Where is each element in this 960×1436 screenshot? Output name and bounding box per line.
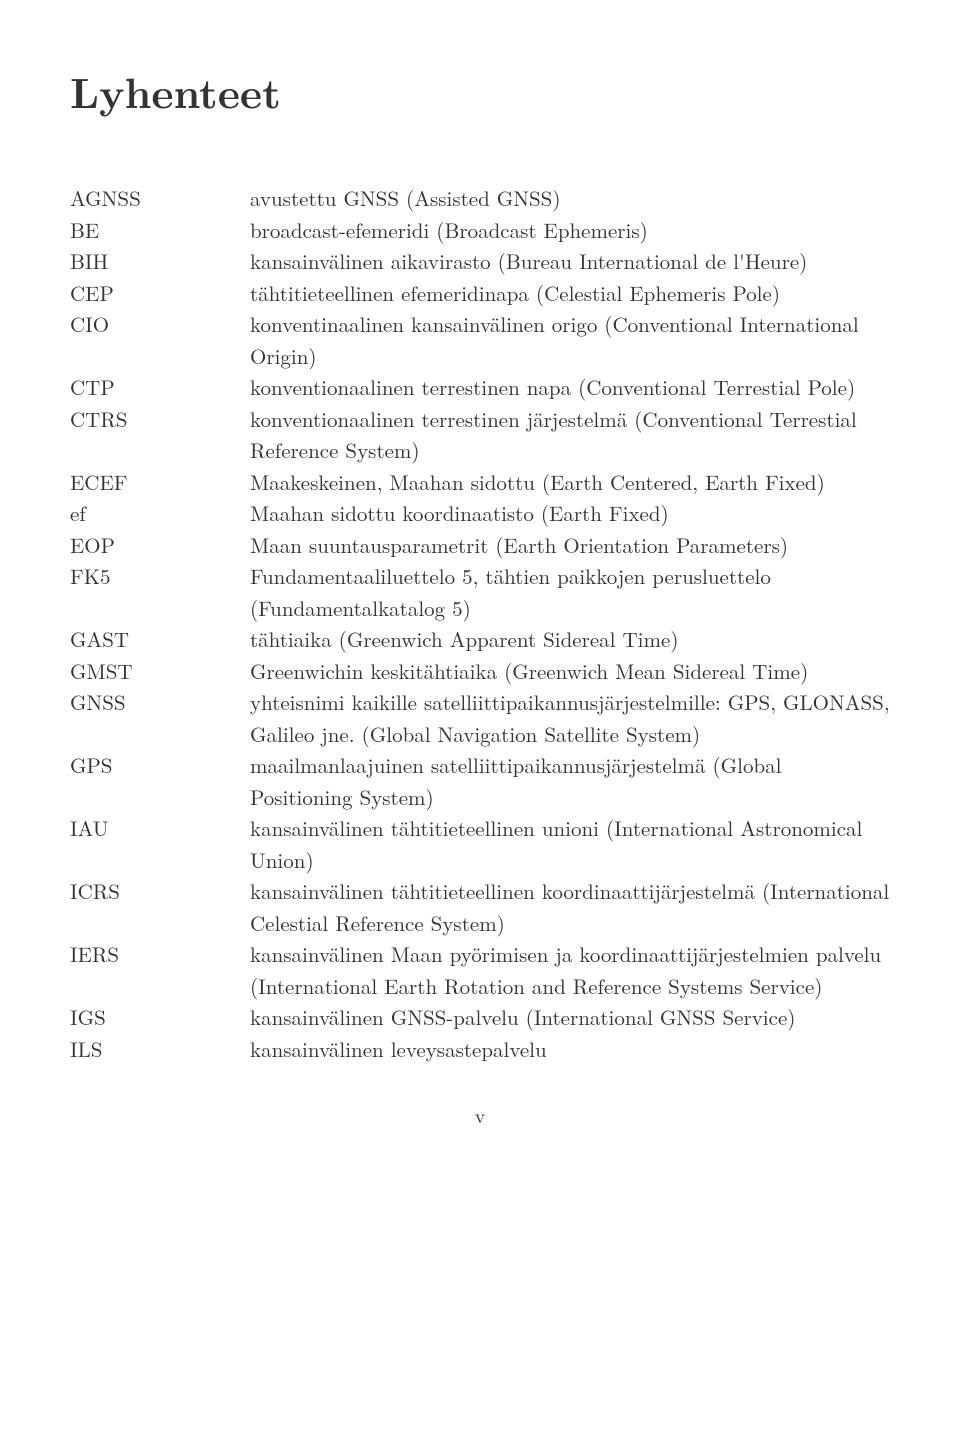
abbreviation-definition: konventionaalinen terrestinen järjestelm… [250, 404, 890, 467]
abbreviation-definition: tähtiaika (Greenwich Apparent Sidereal T… [250, 624, 890, 656]
abbreviation-term: BIH [70, 246, 250, 278]
page-number: v [70, 1100, 890, 1130]
abbreviation-definition: kansainvälinen tähtitieteellinen unioni … [250, 813, 890, 876]
page-title: Lyhenteet [70, 60, 890, 123]
abbreviation-entry: IAUkansainvälinen tähtitieteellinen unio… [70, 813, 890, 876]
abbreviation-definition: Maan suuntausparametrit (Earth Orientati… [250, 530, 890, 562]
abbreviation-definition: Maakeskeinen, Maahan sidottu (Earth Cent… [250, 467, 890, 499]
abbreviation-list: AGNSSavustettu GNSS (Assisted GNSS)BEbro… [70, 183, 890, 1065]
abbreviation-entry: EOPMaan suuntausparametrit (Earth Orient… [70, 530, 890, 562]
abbreviation-term: ECEF [70, 467, 250, 499]
abbreviation-definition: Maahan sidottu koordinaatisto (Earth Fix… [250, 498, 890, 530]
abbreviation-term: CTP [70, 372, 250, 404]
abbreviation-term: ICRS [70, 876, 250, 908]
abbreviation-definition: kansainvälinen GNSS-palvelu (Internation… [250, 1002, 890, 1034]
abbreviation-term: GMST [70, 656, 250, 688]
abbreviation-term: AGNSS [70, 183, 250, 215]
abbreviation-definition: konventinaalinen kansainvälinen origo (C… [250, 309, 890, 372]
abbreviation-definition: kansainvälinen Maan pyörimisen ja koordi… [250, 939, 890, 1002]
abbreviation-term: ILS [70, 1034, 250, 1066]
abbreviation-entry: GPSmaailmanlaajuinen satelliittipaikannu… [70, 750, 890, 813]
abbreviation-entry: AGNSSavustettu GNSS (Assisted GNSS) [70, 183, 890, 215]
abbreviation-term: GNSS [70, 687, 250, 719]
abbreviation-entry: CTPkonventionaalinen terrestinen napa (C… [70, 372, 890, 404]
abbreviation-entry: efMaahan sidottu koordinaatisto (Earth F… [70, 498, 890, 530]
abbreviation-definition: maailmanlaajuinen satelliittipaikannusjä… [250, 750, 890, 813]
abbreviation-entry: CEPtähtitieteellinen efemeridinapa (Cele… [70, 278, 890, 310]
abbreviation-term: ef [70, 498, 250, 530]
abbreviation-entry: FK5Fundamentaaliluettelo 5, tähtien paik… [70, 561, 890, 624]
abbreviation-definition: kansainvälinen leveysastepalvelu [250, 1034, 890, 1066]
abbreviation-entry: ICRSkansainvälinen tähtitieteellinen koo… [70, 876, 890, 939]
abbreviation-definition: Greenwichin keskitähtiaika (Greenwich Me… [250, 656, 890, 688]
abbreviation-term: IAU [70, 813, 250, 845]
abbreviation-definition: avustettu GNSS (Assisted GNSS) [250, 183, 890, 215]
abbreviation-term: CIO [70, 309, 250, 341]
abbreviation-entry: ECEFMaakeskeinen, Maahan sidottu (Earth … [70, 467, 890, 499]
abbreviation-term: GAST [70, 624, 250, 656]
abbreviation-definition: tähtitieteellinen efemeridinapa (Celesti… [250, 278, 890, 310]
abbreviation-entry: ILSkansainvälinen leveysastepalvelu [70, 1034, 890, 1066]
abbreviation-definition: yhteisnimi kaikille satelliittipaikannus… [250, 687, 890, 750]
abbreviation-term: IGS [70, 1002, 250, 1034]
abbreviation-entry: BIHkansainvälinen aikavirasto (Bureau In… [70, 246, 890, 278]
abbreviation-definition: broadcast-efemeridi (Broadcast Ephemeris… [250, 215, 890, 247]
abbreviation-term: BE [70, 215, 250, 247]
abbreviation-definition: Fundamentaaliluettelo 5, tähtien paikkoj… [250, 561, 890, 624]
abbreviation-entry: GMSTGreenwichin keskitähtiaika (Greenwic… [70, 656, 890, 688]
abbreviation-term: CEP [70, 278, 250, 310]
abbreviation-entry: CTRSkonventionaalinen terrestinen järjes… [70, 404, 890, 467]
abbreviation-term: EOP [70, 530, 250, 562]
abbreviation-definition: kansainvälinen aikavirasto (Bureau Inter… [250, 246, 890, 278]
abbreviation-term: IERS [70, 939, 250, 971]
abbreviation-entry: GASTtähtiaika (Greenwich Apparent Sidere… [70, 624, 890, 656]
abbreviation-entry: CIOkonventinaalinen kansainvälinen origo… [70, 309, 890, 372]
abbreviation-entry: BEbroadcast-efemeridi (Broadcast Ephemer… [70, 215, 890, 247]
abbreviation-entry: IGSkansainvälinen GNSS-palvelu (Internat… [70, 1002, 890, 1034]
abbreviation-entry: IERSkansainvälinen Maan pyörimisen ja ko… [70, 939, 890, 1002]
abbreviation-definition: kansainvälinen tähtitieteellinen koordin… [250, 876, 890, 939]
abbreviation-term: CTRS [70, 404, 250, 436]
abbreviation-term: FK5 [70, 561, 250, 593]
abbreviation-definition: konventionaalinen terrestinen napa (Conv… [250, 372, 890, 404]
abbreviation-entry: GNSSyhteisnimi kaikille satelliittipaika… [70, 687, 890, 750]
abbreviation-term: GPS [70, 750, 250, 782]
